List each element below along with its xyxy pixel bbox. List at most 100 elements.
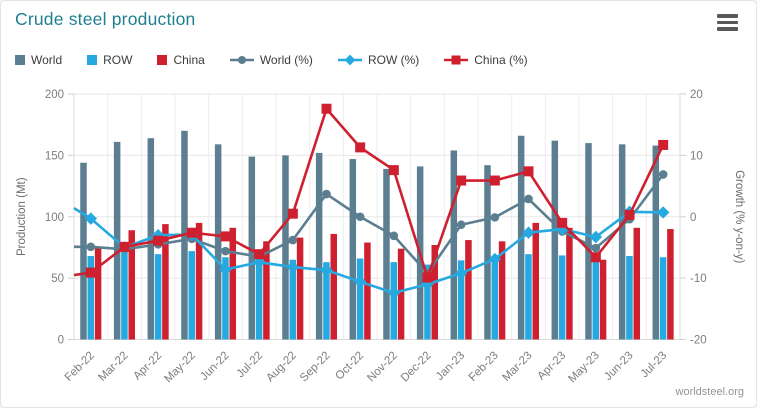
bar-row-Apr-23[interactable]	[558, 255, 566, 340]
right-tick-label: 20	[690, 89, 703, 101]
point-china--Jun-23[interactable]	[624, 209, 635, 220]
bar-world-Nov-22[interactable]	[383, 168, 390, 340]
bar-china-Apr-23[interactable]	[566, 227, 573, 340]
bar-china-Jun-23[interactable]	[633, 227, 641, 340]
point-row--Jan-23[interactable]	[454, 266, 468, 280]
point-row--Jun-22[interactable]	[219, 263, 232, 276]
legend-item-world-[interactable]: World (%)	[229, 53, 313, 67]
legend-item-china[interactable]: China	[157, 53, 205, 67]
point-china--Mar-22[interactable]	[119, 241, 130, 252]
bar-row-Dec-22[interactable]	[424, 264, 431, 340]
point-world--Jun-22[interactable]	[221, 246, 230, 256]
bar-china-Feb-22[interactable]	[94, 247, 102, 340]
point-china--Mar-23[interactable]	[523, 166, 534, 177]
bar-china-Sep-22[interactable]	[330, 233, 338, 340]
point-world--Feb-22[interactable]	[86, 242, 96, 252]
legend-item-row[interactable]: ROW	[87, 53, 132, 67]
bar-world-May-23[interactable]	[585, 143, 592, 340]
point-world--Nov-22[interactable]	[389, 231, 399, 241]
bar-china-Dec-22[interactable]	[431, 244, 439, 340]
bar-world-Jan-23[interactable]	[450, 150, 458, 340]
bar-row-Mar-22[interactable]	[121, 252, 128, 340]
bar-row-Aug-22[interactable]	[289, 259, 297, 340]
point-world--Jan-23[interactable]	[456, 220, 466, 230]
point-china--Nov-22[interactable]	[388, 165, 399, 176]
bar-world-Jun-23[interactable]	[618, 144, 626, 340]
point-row--Aug-22[interactable]	[286, 260, 300, 274]
bar-china-May-23[interactable]	[599, 259, 607, 340]
point-china--Apr-22[interactable]	[153, 235, 164, 246]
bar-china-Feb-23[interactable]	[498, 241, 506, 340]
bar-row-Jul-22[interactable]	[255, 259, 263, 340]
bar-row-Jun-23[interactable]	[626, 256, 633, 340]
legend-swatch-row	[87, 55, 98, 65]
legend-item-china-[interactable]: China (%)	[444, 53, 528, 67]
point-china--Oct-22[interactable]	[355, 142, 366, 153]
bar-china-Jun-22[interactable]	[229, 227, 237, 340]
bar-world-Feb-22[interactable]	[80, 162, 87, 340]
bar-china-Oct-22[interactable]	[364, 242, 371, 340]
hamburger-menu-icon[interactable]	[717, 14, 738, 31]
point-world--Feb-23[interactable]	[490, 213, 500, 222]
point-china--Sep-22[interactable]	[321, 103, 332, 114]
bar-row-Feb-22[interactable]	[87, 256, 95, 340]
right-axis-title: Growth (% y-on-y)	[733, 170, 745, 263]
point-china--Aug-22[interactable]	[287, 208, 298, 219]
bar-row-Sep-22[interactable]	[323, 262, 330, 340]
bar-row-Jan-23[interactable]	[457, 260, 465, 340]
bar-china-Jul-23[interactable]	[667, 229, 674, 340]
bar-world-Apr-23[interactable]	[551, 140, 559, 340]
point-world--Aug-22[interactable]	[288, 235, 298, 245]
bar-china-Apr-22[interactable]	[162, 224, 169, 340]
point-china--May-22[interactable]	[186, 227, 197, 238]
point-row--Sep-22[interactable]	[320, 263, 333, 277]
point-china--May-23[interactable]	[590, 252, 601, 263]
bar-row-May-23[interactable]	[592, 254, 600, 340]
point-row--Nov-22[interactable]	[387, 286, 401, 300]
bar-row-Jun-22[interactable]	[222, 257, 229, 340]
point-china--Jan-23[interactable]	[456, 175, 467, 186]
point-china--Dec-22[interactable]	[422, 272, 433, 283]
point-world--Jul-23[interactable]	[658, 170, 668, 179]
bar-china-Nov-22[interactable]	[397, 248, 405, 340]
bar-china-Jan-23[interactable]	[465, 240, 472, 340]
bar-row-Mar-23[interactable]	[525, 254, 532, 340]
bar-row-Jul-23[interactable]	[659, 257, 667, 340]
bar-china-Aug-22[interactable]	[296, 237, 304, 340]
point-china--Feb-22[interactable]	[85, 267, 96, 278]
bar-row-May-22[interactable]	[188, 251, 196, 340]
bar-world-Aug-22[interactable]	[282, 155, 289, 340]
bar-row-Nov-22[interactable]	[390, 262, 398, 340]
point-china--Apr-23[interactable]	[557, 217, 568, 228]
point-china--Feb-23[interactable]	[489, 175, 500, 186]
point-row--Oct-22[interactable]	[353, 275, 367, 289]
bar-world-Jun-22[interactable]	[214, 144, 222, 340]
point-world--May-23[interactable]	[591, 243, 601, 253]
legend-item-row-[interactable]: ROW (%)	[337, 53, 419, 67]
bar-row-Apr-22[interactable]	[154, 254, 162, 340]
legend-marker-diamond-icon	[337, 54, 362, 66]
bar-world-Jul-22[interactable]	[248, 156, 256, 340]
point-row--Feb-22[interactable]	[84, 212, 98, 225]
bar-row-Oct-22[interactable]	[356, 258, 364, 340]
left-tick-label: 150	[45, 150, 64, 162]
bar-world-Sep-22[interactable]	[315, 152, 323, 340]
legend-item-world[interactable]: World	[15, 53, 62, 67]
point-world--Oct-22[interactable]	[355, 212, 365, 222]
bar-china-Jul-22[interactable]	[263, 241, 270, 340]
bar-china-Mar-23[interactable]	[532, 222, 540, 340]
bar-world-Jul-23[interactable]	[652, 145, 660, 340]
left-tick-label: 50	[51, 273, 64, 285]
point-china--Jun-22[interactable]	[220, 231, 231, 242]
x-label-Apr-22: Apr-22	[131, 350, 164, 383]
point-world--Sep-22[interactable]	[322, 189, 331, 199]
point-china--Jul-23[interactable]	[658, 139, 669, 150]
bar-row-Feb-23[interactable]	[491, 262, 499, 340]
bar-china-May-22[interactable]	[195, 222, 203, 340]
bar-china-Mar-22[interactable]	[128, 230, 136, 340]
bar-world-Feb-23[interactable]	[484, 165, 491, 340]
point-world--Mar-23[interactable]	[524, 194, 533, 204]
bar-world-Oct-22[interactable]	[349, 159, 357, 340]
x-label-Mar-22: Mar-22	[96, 350, 130, 384]
point-china--Jul-22[interactable]	[254, 249, 265, 260]
